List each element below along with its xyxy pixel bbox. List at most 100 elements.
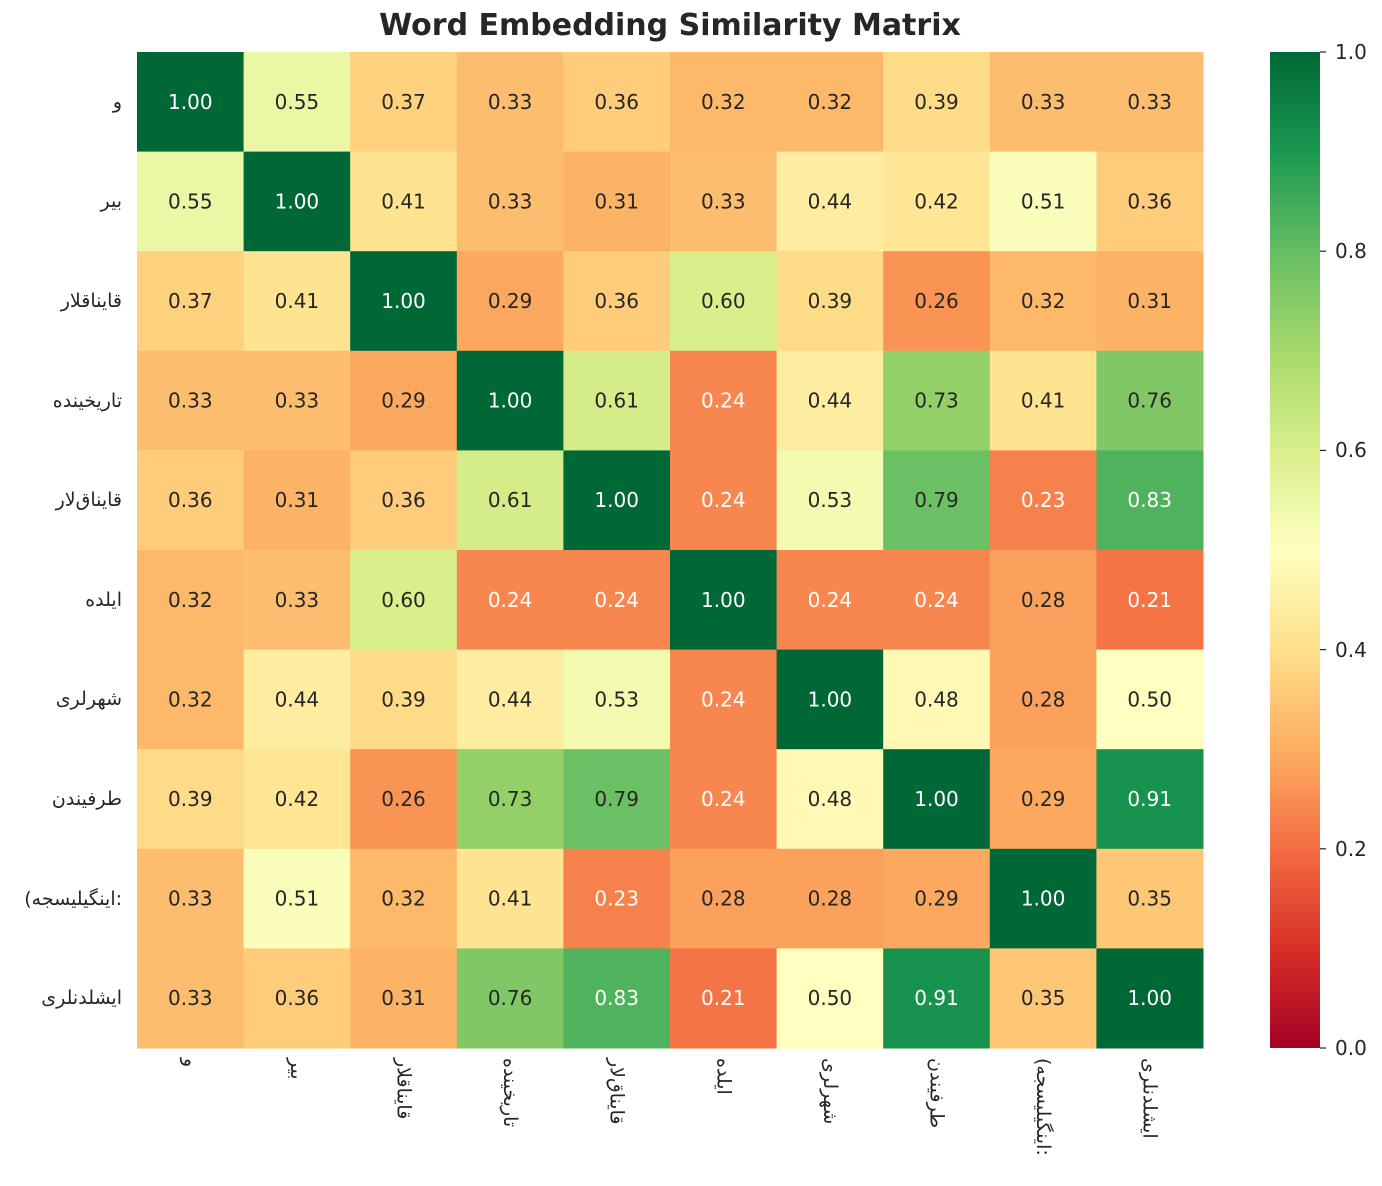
cell-value-label: 0.33	[275, 389, 320, 413]
cell-value-label: 0.76	[1127, 389, 1172, 413]
heatmap-cell	[456, 848, 564, 949]
cell-value-label: 0.36	[275, 986, 320, 1010]
cell-value-label: 0.41	[1021, 389, 1066, 413]
cell-value-label: 0.31	[1127, 289, 1172, 313]
cell-value-label: 0.32	[1021, 289, 1066, 313]
heatmap-cell	[350, 550, 458, 651]
y-tick-label: طرفیندن	[51, 788, 122, 810]
y-tick-label: بیر	[100, 190, 122, 213]
cell-value-label: 0.33	[168, 389, 213, 413]
heatmap-cell	[456, 450, 564, 551]
heatmap-cell	[883, 450, 991, 551]
x-tick-label: طرفیندن	[925, 1058, 948, 1129]
heatmap-cell	[563, 251, 671, 352]
cell-value-label: 0.91	[914, 986, 959, 1010]
heatmap-cell	[456, 948, 564, 1049]
heatmap-cell	[243, 948, 351, 1049]
heatmap-cell	[776, 550, 884, 651]
heatmap-cell	[137, 350, 245, 451]
heatmap-cell	[137, 649, 245, 750]
cell-value-label: 1.00	[808, 687, 853, 711]
heatmap-cell	[670, 350, 778, 451]
cell-value-label: 0.37	[381, 90, 426, 114]
heatmap-cell	[1096, 848, 1204, 949]
cell-value-label: 0.24	[594, 588, 639, 612]
colorbar-tick-label: 0.6	[1335, 438, 1367, 463]
cell-value-label: 0.24	[488, 588, 533, 612]
cell-value-label: 0.32	[168, 687, 213, 711]
cell-value-label: 0.33	[701, 189, 746, 213]
cell-value-label: 0.33	[488, 189, 533, 213]
cell-value-label: 0.26	[914, 289, 959, 313]
cell-value-label: 0.26	[381, 787, 426, 811]
cell-value-label: 0.33	[1021, 90, 1066, 114]
heatmap-cell	[883, 749, 991, 850]
colorbar-tick-label: 0.8	[1335, 239, 1367, 264]
heatmap-cell	[670, 848, 778, 949]
cell-value-label: 0.33	[168, 887, 213, 911]
cell-value-label: 1.00	[168, 90, 213, 114]
cell-value-label: 0.73	[914, 389, 959, 413]
heatmap-cell	[989, 550, 1097, 651]
cell-value-label: 0.33	[1127, 90, 1172, 114]
heatmap-cell	[350, 749, 458, 850]
heatmap-cell	[883, 848, 991, 949]
heatmap-cell	[456, 649, 564, 750]
cell-value-label: 0.44	[488, 687, 533, 711]
y-tick-label: قایناقلار	[60, 290, 122, 312]
heatmap-cell	[670, 151, 778, 252]
x-tick-label: (اینگیلیسجه:	[1032, 1058, 1055, 1156]
cell-value-label: 0.31	[594, 189, 639, 213]
x-tick-label: ایشلدنلری	[1138, 1058, 1161, 1139]
cell-value-label: 0.60	[381, 588, 426, 612]
cell-value-label: 0.28	[701, 887, 746, 911]
cell-value-label: 0.24	[701, 787, 746, 811]
cell-value-label: 0.61	[594, 389, 639, 413]
heatmap-cell	[243, 450, 351, 551]
heatmap-cell	[243, 848, 351, 949]
cell-value-label: 0.50	[1127, 687, 1172, 711]
cell-value-label: 0.42	[275, 787, 320, 811]
heatmap-cell	[989, 52, 1097, 153]
heatmap-cell	[776, 52, 884, 153]
heatmap-cell	[243, 251, 351, 352]
heatmap-cell	[1096, 251, 1204, 352]
heatmap-cell	[563, 151, 671, 252]
heatmap-cell	[776, 848, 884, 949]
colorbar-tick-label: 1.0	[1335, 40, 1367, 64]
y-tick-label: ایشلدنلری	[41, 987, 122, 1010]
cell-value-label: 0.29	[488, 289, 533, 313]
cell-value-label: 0.91	[1127, 787, 1172, 811]
cell-value-label: 0.33	[168, 986, 213, 1010]
heatmap-cell	[350, 948, 458, 1049]
cell-value-label: 0.29	[914, 887, 959, 911]
heatmap-cell	[989, 848, 1097, 949]
heatmap-cell	[137, 450, 245, 551]
heatmap-cell	[563, 649, 671, 750]
x-tick-label: شهرلری	[818, 1058, 841, 1125]
cell-value-label: 0.44	[808, 189, 853, 213]
cell-value-label: 0.83	[594, 986, 639, 1010]
cell-value-label: 0.41	[488, 887, 533, 911]
x-tick-label: بیر	[285, 1058, 308, 1080]
heatmap-cell	[1096, 350, 1204, 451]
y-tick-label: و	[112, 90, 122, 113]
heatmap-cell	[989, 749, 1097, 850]
cell-value-label: 0.83	[1127, 488, 1172, 512]
cell-value-label: 0.36	[381, 488, 426, 512]
heatmap-cell	[776, 649, 884, 750]
heatmap-cell	[456, 251, 564, 352]
heatmap-cell	[456, 350, 564, 451]
heatmap-cell	[776, 450, 884, 551]
cell-value-label: 0.55	[168, 189, 213, 213]
heatmap-cell	[989, 450, 1097, 551]
cell-value-label: 0.28	[1021, 588, 1066, 612]
cell-value-label: 0.35	[1021, 986, 1066, 1010]
y-tick-label: ایلده	[85, 588, 122, 611]
heatmap-cell	[456, 151, 564, 252]
heatmap-cell	[563, 948, 671, 1049]
heatmap-cell	[1096, 450, 1204, 551]
heatmap-cell	[989, 948, 1097, 1049]
heatmap-cell	[670, 251, 778, 352]
cell-value-label: 0.21	[1127, 588, 1172, 612]
